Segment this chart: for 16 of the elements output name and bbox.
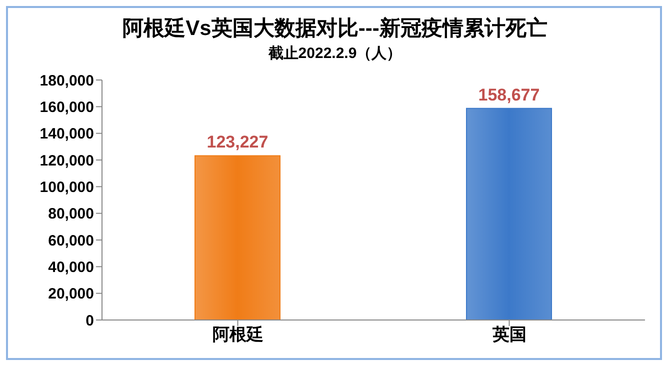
y-tick-label: 40,000	[48, 258, 94, 276]
x-tick-label: 英国	[491, 325, 526, 344]
chart-title: 阿根廷Vs英国大数据对比---新冠疫情累计死亡	[122, 16, 548, 42]
y-tick-label: 160,000	[40, 98, 94, 116]
data-label: 123,227	[206, 132, 268, 152]
chart-subtitle: 截止2022.2.9（人）	[267, 44, 403, 63]
y-tick-label: 0	[86, 312, 94, 330]
y-tick-label: 80,000	[48, 206, 94, 223]
y-tick-label: 20,000	[48, 286, 94, 303]
y-tick-label: 100,000	[40, 178, 94, 196]
y-tick-label: 180,000	[40, 72, 94, 90]
y-tick-label: 60,000	[48, 232, 94, 250]
x-tick-label: 阿根廷	[212, 325, 264, 344]
y-tick-label: 120,000	[40, 152, 94, 170]
data-label: 158,677	[478, 85, 540, 104]
y-tick-label: 140,000	[40, 126, 94, 143]
